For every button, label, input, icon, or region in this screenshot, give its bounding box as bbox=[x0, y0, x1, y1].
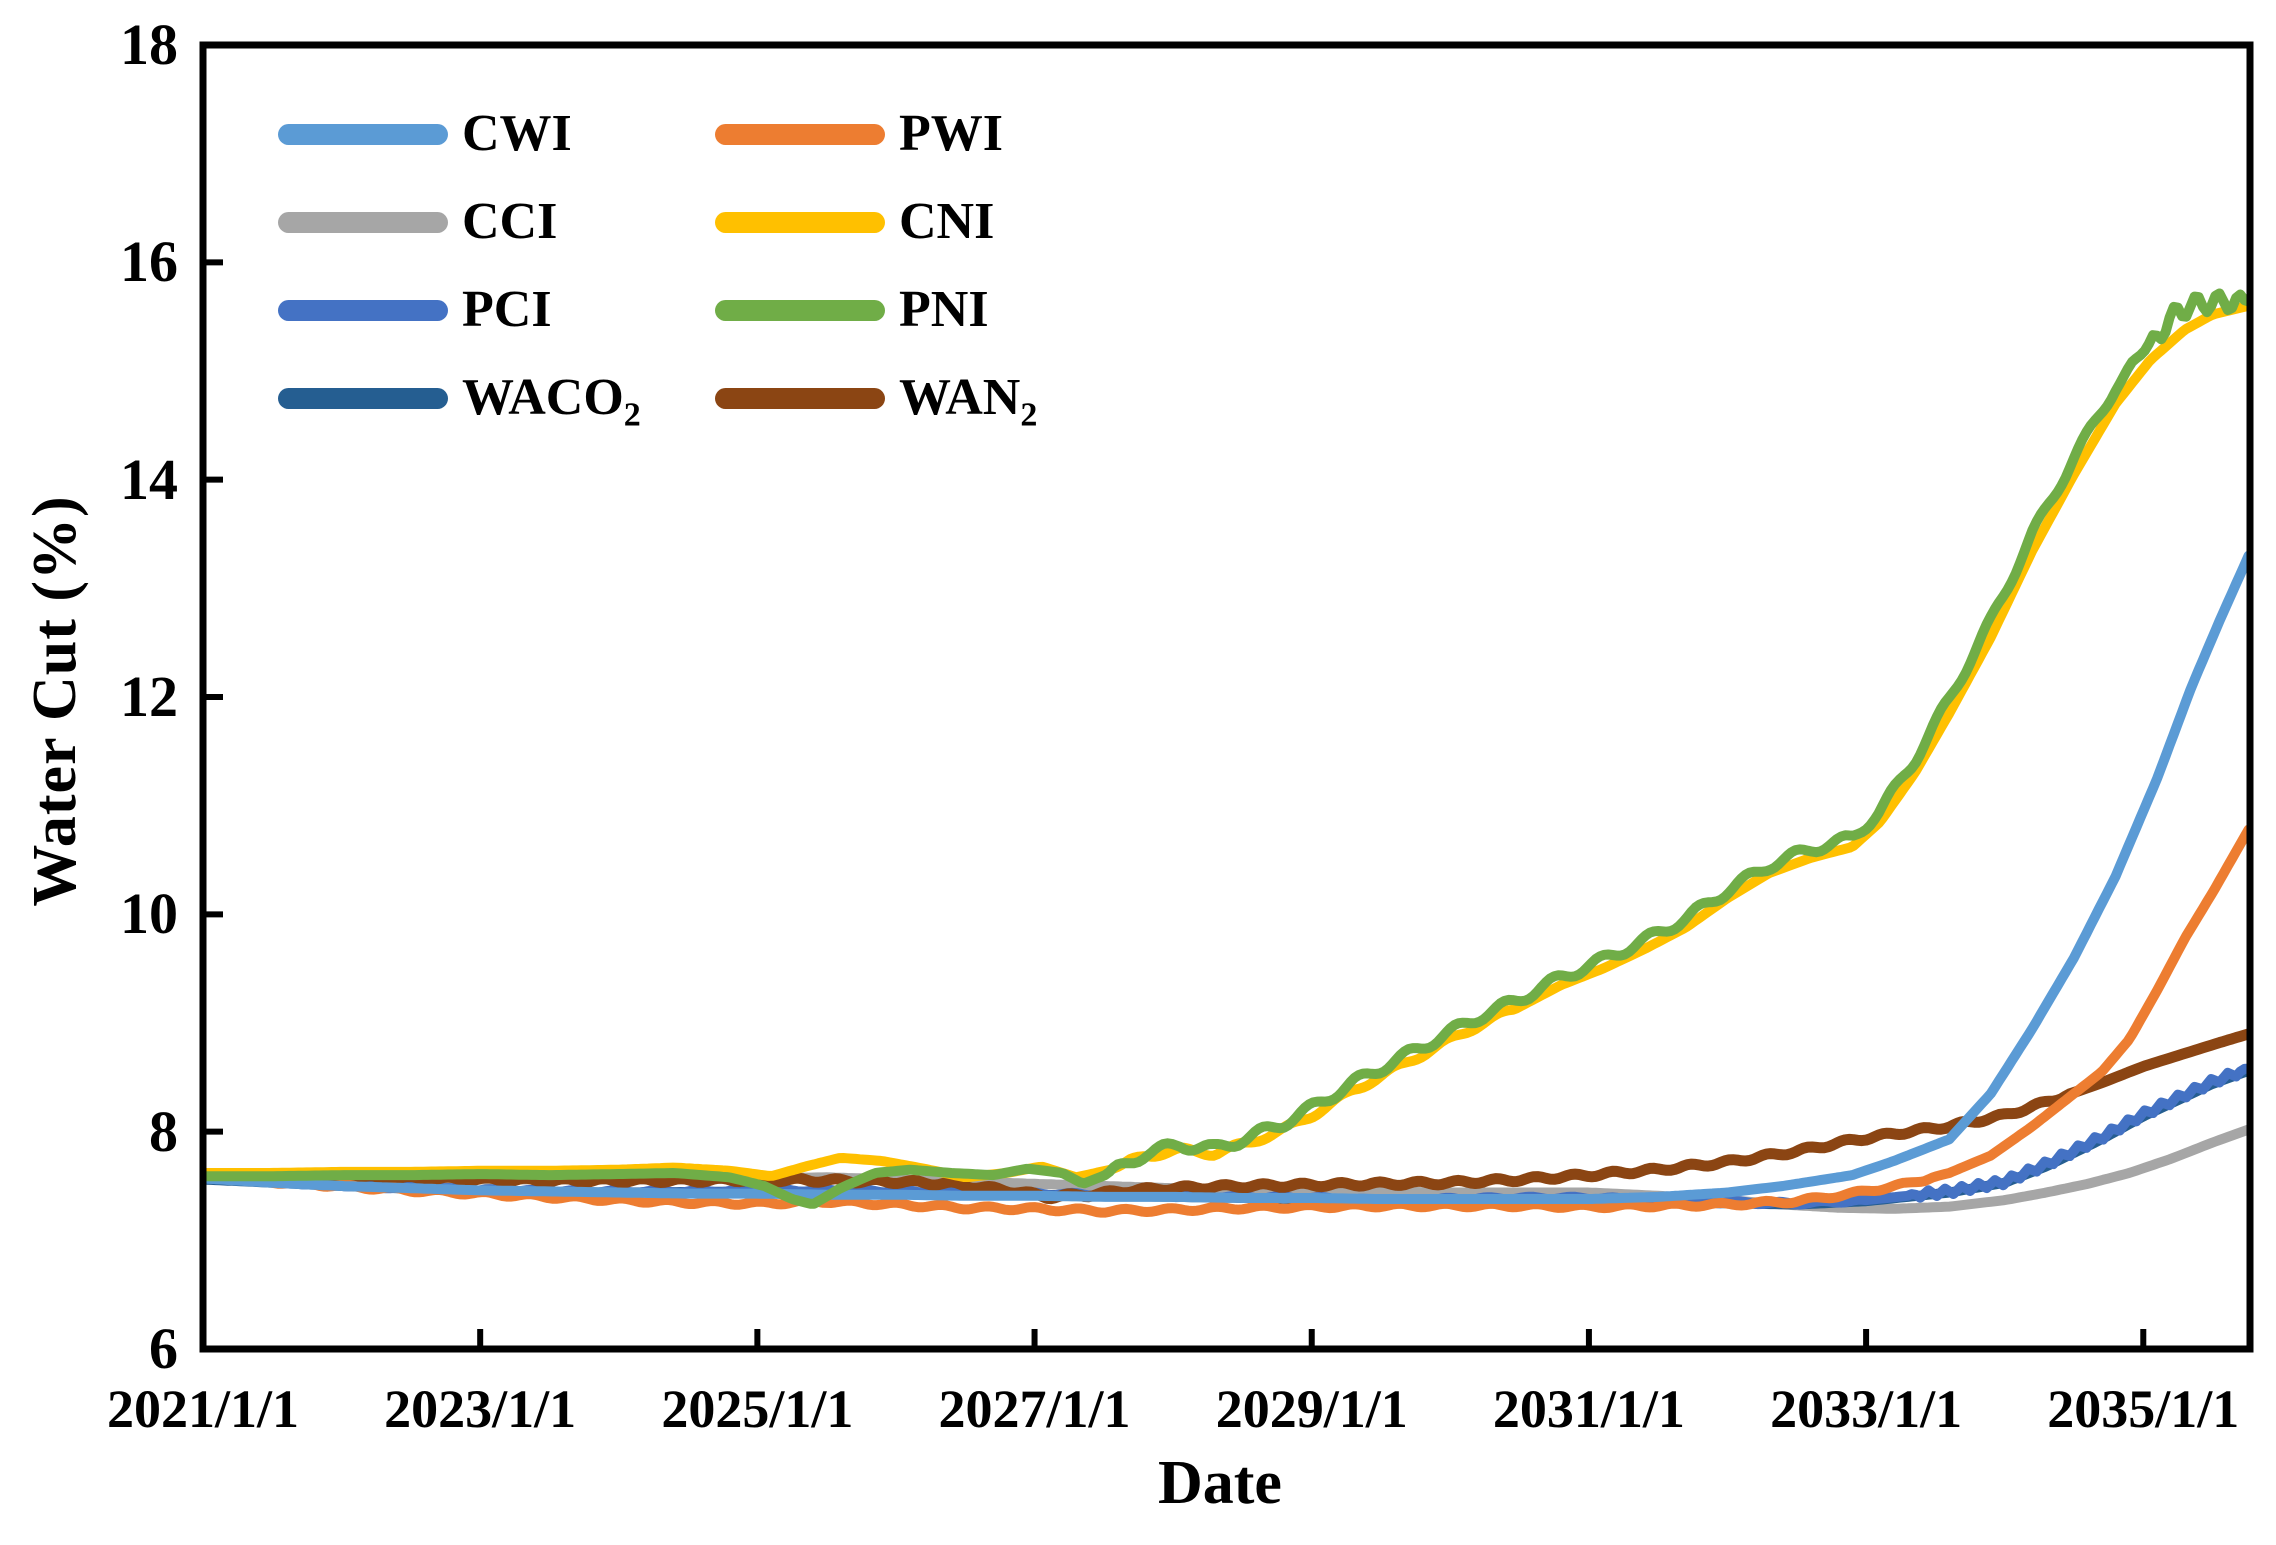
x-tick-label: 2029/1/1 bbox=[1215, 1379, 1408, 1439]
legend-label-CCI: CCI bbox=[462, 193, 558, 250]
x-axis-title: Date bbox=[1158, 1449, 1282, 1517]
x-tick-label: 2021/1/1 bbox=[106, 1379, 299, 1439]
series-line-WAN2 bbox=[203, 1028, 2250, 1205]
series-line-PNI bbox=[203, 288, 2250, 1209]
series-line-CWI bbox=[203, 550, 2250, 1204]
x-tick-label: 2035/1/1 bbox=[2047, 1379, 2240, 1439]
x-tick-label: 2023/1/1 bbox=[384, 1379, 577, 1439]
legend: CWI PWI CCI CNI PCI PNI WACO2 WAN2 bbox=[0, 0, 1200, 470]
legend-swatch-CCI bbox=[278, 212, 448, 233]
x-tick-label: 2033/1/1 bbox=[1770, 1379, 1963, 1439]
x-tick-label: 2025/1/1 bbox=[661, 1379, 854, 1439]
y-tick-label: 10 bbox=[120, 881, 178, 947]
y-tick-label: 8 bbox=[149, 1098, 178, 1164]
legend-label-WACO2: WACO2 bbox=[462, 369, 641, 434]
legend-swatch-PCI bbox=[278, 300, 448, 321]
legend-label-CWI: CWI bbox=[462, 105, 572, 162]
legend-label-WAN2: WAN2 bbox=[899, 369, 1038, 434]
series-line-PWI bbox=[203, 824, 2250, 1218]
legend-label-CNI: CNI bbox=[899, 193, 995, 250]
legend-swatch-CWI bbox=[278, 124, 448, 145]
x-tick-label: 2027/1/1 bbox=[938, 1379, 1131, 1439]
legend-swatch-WAN2 bbox=[715, 388, 885, 409]
y-tick-label: 14 bbox=[120, 446, 178, 512]
legend-label-PNI: PNI bbox=[899, 281, 989, 338]
y-tick-label: 6 bbox=[149, 1316, 178, 1381]
y-tick-label: 18 bbox=[120, 12, 178, 77]
y-tick-label: 16 bbox=[120, 229, 178, 295]
legend-swatch-WACO2 bbox=[278, 388, 448, 409]
legend-label-PCI: PCI bbox=[462, 281, 552, 338]
legend-swatch-PWI bbox=[715, 124, 885, 145]
legend-label-PWI: PWI bbox=[899, 105, 1003, 162]
y-tick-label: 12 bbox=[120, 664, 178, 729]
legend-swatch-PNI bbox=[715, 300, 885, 321]
x-tick-label: 2031/1/1 bbox=[1492, 1379, 1685, 1439]
legend-swatch-CNI bbox=[715, 212, 885, 233]
